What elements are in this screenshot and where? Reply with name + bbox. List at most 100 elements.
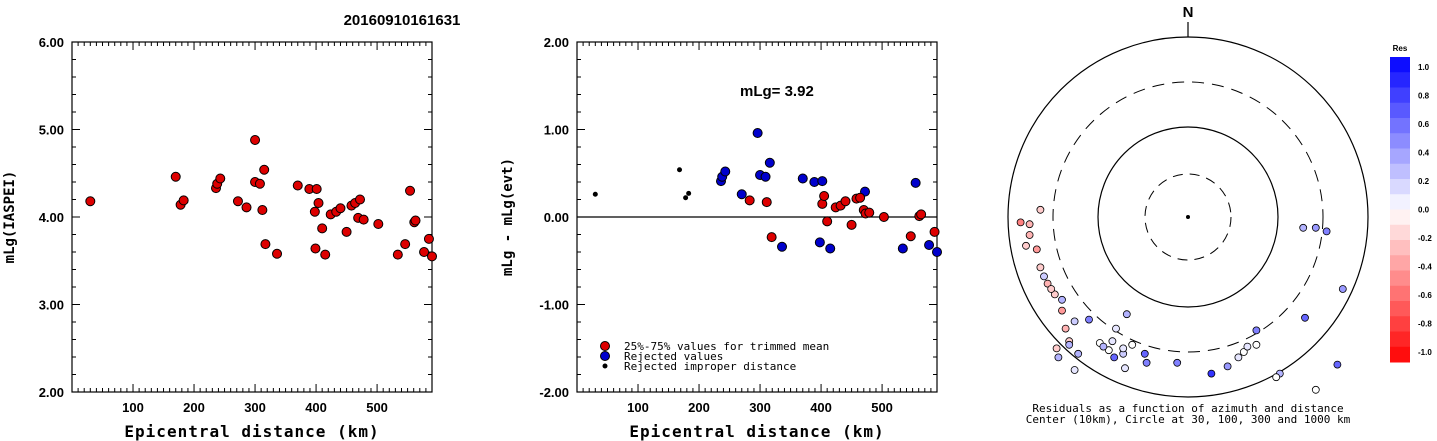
rejected-point: [825, 243, 836, 254]
legend-marker-rejected: [600, 351, 610, 361]
circle-30km: [1144, 173, 1232, 261]
station-residual-point: [1016, 218, 1025, 227]
colorbar-swatch: [1390, 224, 1410, 241]
trimmed-mean-point: [840, 196, 851, 207]
station-residual-point: [1173, 358, 1182, 367]
legend-marker-trimmed: [600, 341, 610, 351]
colorbar-swatch: [1390, 87, 1410, 104]
station-residual-point: [1070, 366, 1079, 374]
y-tick-label: -2.00: [539, 385, 569, 400]
rejected-point: [817, 176, 828, 187]
data-point: [400, 239, 411, 250]
station-residual-point: [1032, 245, 1041, 254]
data-point: [358, 214, 369, 225]
data-point: [310, 243, 321, 254]
legend-marker-improper: [602, 363, 608, 369]
station-residual-point: [1142, 358, 1151, 367]
magnitude-annotation: mLg= 3.92: [740, 83, 814, 100]
trimmed-mean-point: [905, 231, 916, 242]
y-tick-label: 1.00: [544, 123, 569, 138]
y-tick-label: 0.00: [544, 210, 569, 225]
rejected-point: [897, 243, 908, 254]
data-point: [170, 171, 181, 182]
station-residual-point: [1112, 324, 1120, 333]
station-residual-point: [1239, 348, 1248, 356]
station-residual-point: [1243, 342, 1252, 351]
data-point: [355, 194, 365, 205]
colorbar-tick-label: -0.6: [1418, 291, 1432, 300]
data-point: [392, 249, 403, 260]
colorbar-swatch: [1390, 133, 1410, 149]
trimmed-mean-point: [766, 232, 777, 243]
colorbar-tick-label: -1.0: [1418, 348, 1432, 357]
colorbar-tick-label: -0.8: [1418, 320, 1432, 329]
data-point: [320, 249, 331, 260]
data-point: [335, 203, 346, 214]
x-tick-label: 100: [122, 400, 144, 415]
y-tick-label: 2.00: [39, 385, 64, 400]
legend: 25%-75% values for trimmed mean Rejected…: [600, 340, 829, 373]
legend-label-trimmed: 25%-75% values for trimmed mean: [624, 340, 829, 353]
trimmed-mean-point: [761, 197, 772, 208]
station-residual-point: [1128, 340, 1137, 349]
data-point: [309, 206, 320, 217]
data-point: [85, 196, 96, 207]
y-tick-label: 4.00: [39, 210, 64, 225]
residual-vs-distance-plot: 100 200 300 400 500 -2.00 -1.00 0.00 1.00 2.00 mL…: [500, 35, 942, 441]
circle-300km: [1052, 81, 1324, 353]
station-residual-point: [1119, 344, 1128, 353]
colorbar-swatch: [1390, 209, 1410, 226]
polar-caption-line2: Center (10km), Circle at 30, 100, 300 an…: [1026, 413, 1351, 426]
polar-caption-line1: Residuals as a function of azimuth and d…: [1032, 402, 1343, 415]
trimmed-mean-point: [864, 207, 875, 218]
circle-100km: [1097, 126, 1279, 308]
station-residual-point: [1036, 263, 1045, 272]
x-tick-label: 300: [749, 400, 771, 415]
colorbar-swatch: [1390, 163, 1410, 180]
north-label: N: [1183, 4, 1194, 21]
rejected-point: [932, 247, 942, 257]
colorbar-swatch: [1390, 285, 1410, 302]
colorbar-swatch: [1390, 270, 1410, 287]
colorbar-swatch: [1390, 240, 1410, 256]
data-point: [405, 185, 416, 196]
colorbar-swatch: [1390, 118, 1410, 134]
station-residual-point: [1272, 373, 1281, 382]
center-point: [1186, 215, 1190, 219]
improper-distance-point: [592, 191, 598, 197]
magnitude-vs-distance-plot: 100 200 300 400 500 2.00 3.00 4.00 5.00 6.00 Epic…: [2, 35, 437, 441]
station-residual-point: [1070, 317, 1079, 326]
x-tick-label: 300: [244, 400, 266, 415]
station-residual-point: [1050, 290, 1059, 299]
legend-label-rejected: Rejected values: [624, 350, 723, 363]
colorbar-title: Res: [1393, 44, 1408, 53]
station-residual-point: [1140, 349, 1149, 358]
data-point: [232, 196, 243, 207]
data-point: [260, 239, 271, 250]
data-point: [241, 202, 252, 213]
y-tick-label: 6.00: [39, 35, 64, 50]
station-residual-point: [1234, 353, 1243, 362]
improper-distance-point: [683, 195, 689, 201]
station-residual-point: [1252, 340, 1261, 349]
y-axis-label: mLg(IASPEI): [2, 171, 18, 264]
colorbar-swatch: [1390, 331, 1410, 348]
y-tick-label: 5.00: [39, 123, 64, 138]
station-residual-point: [1061, 324, 1070, 333]
data-point: [259, 164, 270, 175]
data-point: [313, 198, 324, 208]
rejected-point: [736, 189, 747, 200]
colorbar-tick-label: -0.4: [1418, 263, 1432, 272]
data-point: [250, 135, 261, 145]
station-residual-point: [1322, 227, 1331, 236]
station-residual-point: [1040, 272, 1048, 281]
colorbar-tick-label: 0.2: [1418, 177, 1430, 186]
trimmed-mean-point: [929, 226, 940, 237]
azimuth-residual-plot: N Residuals as a function of azimuth and…: [1007, 4, 1369, 426]
trimmed-mean-point: [855, 192, 866, 203]
rejected-point: [720, 166, 731, 177]
colorbar-swatch: [1390, 255, 1410, 271]
plot-frame: [71, 41, 433, 393]
data-point: [427, 251, 437, 262]
y-tick-label: 3.00: [39, 298, 64, 313]
